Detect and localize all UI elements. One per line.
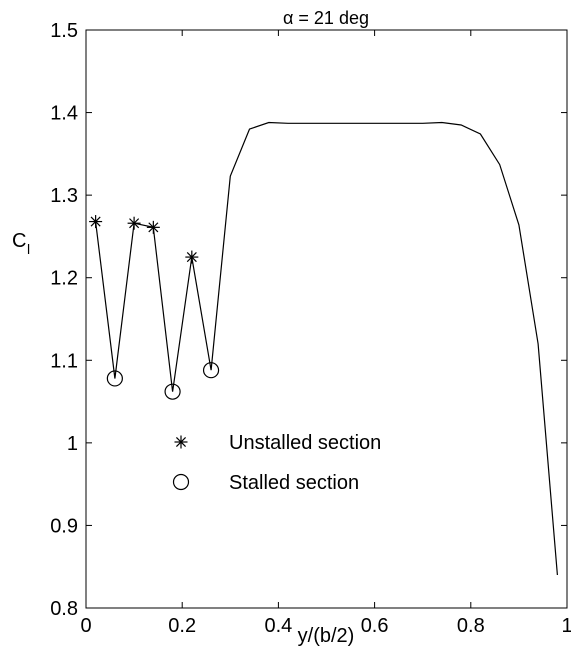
stalled-point bbox=[202, 362, 220, 379]
legend-label-unstalled: Unstalled section bbox=[229, 432, 381, 454]
y-tick-label: 0.8 bbox=[50, 598, 78, 620]
legend-marker-unstalled bbox=[174, 435, 188, 449]
unstalled-point bbox=[127, 216, 141, 230]
series-layer bbox=[95, 121, 558, 576]
stalled-point bbox=[164, 383, 181, 400]
chart-title: α = 21 deg bbox=[283, 8, 369, 28]
unstalled-point bbox=[146, 220, 160, 234]
y-axis-label-subscript: l bbox=[27, 241, 30, 257]
tick-labels-layer: 0 0.2 0.4 0.6 0.8 1 0.8 0.9 1 1.1 1.2 1.3 1.4 1.5 bbox=[50, 20, 571, 637]
legend-label-stalled: Stalled section bbox=[229, 472, 359, 494]
x-tick-label: 1 bbox=[561, 615, 571, 637]
x-tick-label: 0.4 bbox=[264, 615, 292, 637]
data-line bbox=[95, 121, 558, 576]
legend-circle-icon bbox=[172, 473, 190, 491]
legend: Unstalled section Stalled section bbox=[172, 432, 381, 494]
marker-layer bbox=[89, 215, 220, 400]
x-tick-label: 0.2 bbox=[168, 615, 196, 637]
y-tick-label: 1.1 bbox=[50, 350, 78, 372]
unstalled-point bbox=[185, 250, 199, 264]
x-tick-label: 0 bbox=[80, 615, 91, 637]
y-tick-label: 1.4 bbox=[50, 103, 78, 125]
y-tick-label: 1.2 bbox=[50, 268, 78, 290]
x-axis-label: y/(b/2) bbox=[298, 625, 355, 647]
y-tick-label: 1.3 bbox=[50, 185, 78, 207]
plot-area bbox=[85, 29, 568, 609]
x-tick-label: 0.6 bbox=[361, 615, 389, 637]
ticks-layer bbox=[85, 29, 568, 609]
unstalled-point bbox=[89, 215, 103, 229]
x-tick-label: 0.8 bbox=[457, 615, 485, 637]
legend-asterisk-icon bbox=[174, 435, 188, 449]
stalled-point bbox=[106, 370, 123, 387]
y-tick-label: 1 bbox=[67, 433, 78, 455]
y-tick-label: 0.9 bbox=[50, 515, 78, 537]
y-tick-label: 1.5 bbox=[50, 20, 78, 42]
legend-marker-stalled bbox=[172, 473, 190, 491]
y-axis-label-main: C bbox=[12, 230, 26, 252]
